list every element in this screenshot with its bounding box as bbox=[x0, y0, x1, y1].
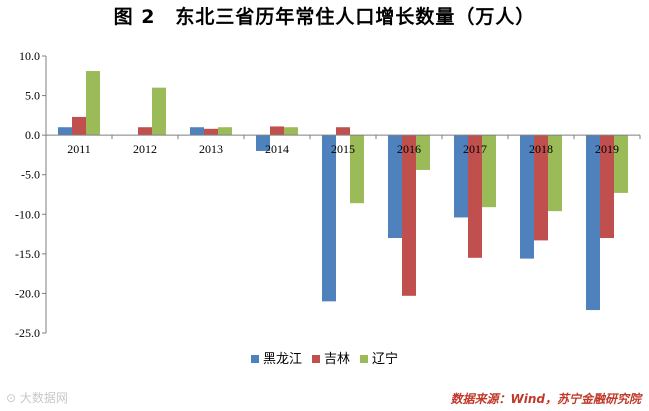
bar-2015-1 bbox=[322, 135, 336, 302]
x-tick-label: 2012 bbox=[133, 142, 157, 156]
bar-2016-2 bbox=[402, 135, 416, 296]
bar-2013-2 bbox=[204, 128, 218, 136]
bar-2015-2 bbox=[336, 127, 350, 136]
watermark: ⊙ 大数据网 bbox=[6, 389, 68, 406]
y-tick-label: -25.0 bbox=[15, 326, 40, 340]
bar-2019-3 bbox=[614, 135, 628, 193]
x-tick-label: 2017 bbox=[463, 142, 487, 156]
axes-layer: 10.0 5.0 0.0 -5.0 -10.0 -15.0 -20.0 -25.0 2011 20… bbox=[15, 49, 641, 340]
legend-label: 黑龙江 bbox=[262, 352, 302, 367]
x-tick-label: 2015 bbox=[331, 142, 355, 156]
bar-2012-3 bbox=[152, 87, 166, 136]
y-tick-label: -20.0 bbox=[15, 286, 40, 300]
y-tick-label: -5.0 bbox=[21, 168, 40, 182]
bar-2011-3 bbox=[86, 71, 100, 136]
y-tick-label: -15.0 bbox=[15, 247, 40, 261]
bar-2013-1 bbox=[190, 127, 204, 136]
bar-2019-2 bbox=[600, 135, 614, 239]
bar-2014-3 bbox=[284, 127, 298, 136]
bar-2015-3 bbox=[350, 135, 364, 204]
bar-2017-1 bbox=[454, 135, 468, 218]
bar-2013-3 bbox=[218, 127, 232, 136]
x-tick-label: 2013 bbox=[199, 142, 223, 156]
source-note: 数据来源：Wind，苏宁金融研究院 bbox=[450, 392, 641, 406]
bar-2011-1 bbox=[58, 127, 72, 136]
bar-2018-2 bbox=[534, 135, 548, 241]
legend-swatch bbox=[311, 355, 320, 363]
bar-2017-2 bbox=[468, 135, 482, 258]
watermark-icon: ⊙ bbox=[6, 391, 20, 405]
bar-2018-1 bbox=[520, 135, 534, 259]
legend-item: 辽宁 bbox=[360, 348, 398, 367]
legend-item: 吉林 bbox=[311, 348, 350, 367]
bar-2014-2 bbox=[270, 126, 284, 136]
bar-2018-3 bbox=[548, 135, 562, 212]
bar-2016-1 bbox=[388, 135, 402, 239]
y-tick-label: 10.0 bbox=[19, 49, 40, 63]
bar-2012-2 bbox=[138, 127, 152, 136]
watermark-text: 大数据网 bbox=[19, 391, 68, 405]
bar-2017-3 bbox=[482, 135, 496, 208]
x-tick-label: 2016 bbox=[397, 142, 421, 156]
y-tick-label: 0.0 bbox=[25, 128, 40, 142]
legend: 黑龙江 吉林 辽宁 bbox=[0, 348, 649, 367]
x-tick-label: 2019 bbox=[595, 142, 619, 156]
legend-label: 辽宁 bbox=[372, 352, 399, 367]
x-tick-label: 2014 bbox=[265, 142, 289, 156]
y-tick-label: -10.0 bbox=[15, 207, 40, 221]
bar-2011-2 bbox=[72, 116, 86, 136]
legend-label: 吉林 bbox=[323, 352, 350, 367]
bar-2019-1 bbox=[586, 135, 600, 311]
bars-layer bbox=[58, 71, 628, 311]
legend-item: 黑龙江 bbox=[250, 348, 302, 367]
chart-title: 图 2 东北三省历年常住人口增长数量（万人） bbox=[113, 6, 536, 28]
y-tick-label: 5.0 bbox=[25, 89, 40, 103]
legend-swatch bbox=[250, 355, 259, 363]
bar-2014-1 bbox=[256, 135, 270, 151]
x-tick-label: 2018 bbox=[529, 142, 553, 156]
legend-swatch bbox=[360, 355, 368, 363]
x-tick-label: 2011 bbox=[67, 142, 91, 156]
bar-2016-3 bbox=[416, 135, 430, 170]
